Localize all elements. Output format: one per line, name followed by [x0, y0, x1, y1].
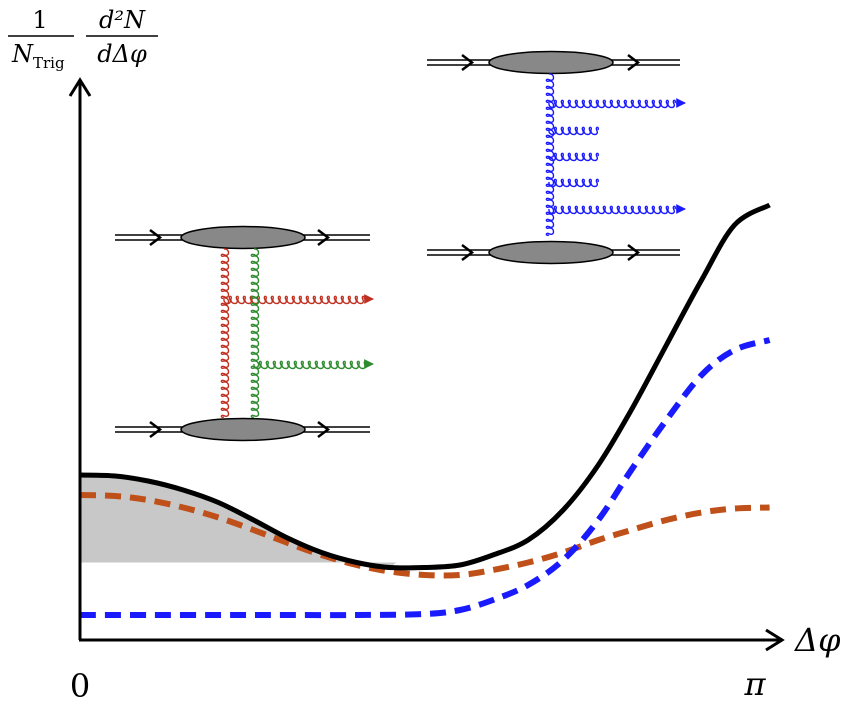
beam-arrow-icon	[627, 244, 641, 261]
red-gluon-emitted	[223, 295, 365, 305]
beam-arrow-icon	[627, 54, 641, 71]
blue-gluon-ladder	[545, 73, 686, 236]
green-gluon-ladder	[250, 248, 374, 418]
y-axis-label: 1 N Trig d²N dΔφ	[8, 6, 158, 72]
y-label-one: 1	[32, 6, 47, 34]
beam-arrow-icon	[461, 54, 475, 71]
y-label-trig: Trig	[33, 54, 65, 72]
series-line-orange-dashed	[79, 492, 770, 579]
y-label-d2n: d²N	[99, 6, 146, 34]
x-axis-arrowhead	[765, 628, 785, 652]
hadron-blob-top-1	[180, 225, 306, 250]
blue-gluon-rung-2	[548, 152, 599, 162]
x-tick-zero: 0	[70, 667, 90, 703]
hadron-blob-bottom-2	[488, 240, 614, 265]
red-gluon-vertical	[220, 248, 230, 418]
beam-arrow-icon	[149, 229, 163, 246]
beam-arrow-icon	[149, 421, 163, 438]
y-label-ddphi: dΔφ	[97, 40, 147, 68]
beam-arrow-icon	[461, 244, 475, 261]
blue-gluon-emitted-top	[548, 99, 676, 109]
red-gluon-ladder	[220, 248, 374, 418]
green-gluon-emitted	[253, 360, 367, 370]
blue-gluon-emitted-bottom	[548, 205, 676, 215]
x-axis-label: Δφ	[793, 621, 841, 659]
green-gluon-vertical	[250, 248, 260, 418]
beam-arrow-icon	[317, 229, 331, 246]
series-line-black-solid	[79, 202, 771, 571]
diagram-two-gluon-exchange	[115, 225, 374, 442]
hadron-blob-bottom-1	[180, 417, 306, 442]
series-line-blue-dashed	[79, 337, 771, 619]
curves-group	[79, 202, 771, 619]
blue-gluon-rung-1	[548, 126, 599, 136]
beam-arrow-icon	[317, 421, 331, 438]
y-axis-arrowhead	[68, 77, 92, 97]
diagram-single-ladder	[427, 50, 686, 265]
blue-gluon-vertical	[545, 73, 555, 236]
axes	[68, 77, 785, 652]
x-tick-pi: π	[743, 665, 766, 703]
y-label-n: N	[11, 40, 34, 68]
hadron-blob-top-2	[488, 50, 614, 75]
blue-gluon-rung-3	[548, 178, 599, 188]
